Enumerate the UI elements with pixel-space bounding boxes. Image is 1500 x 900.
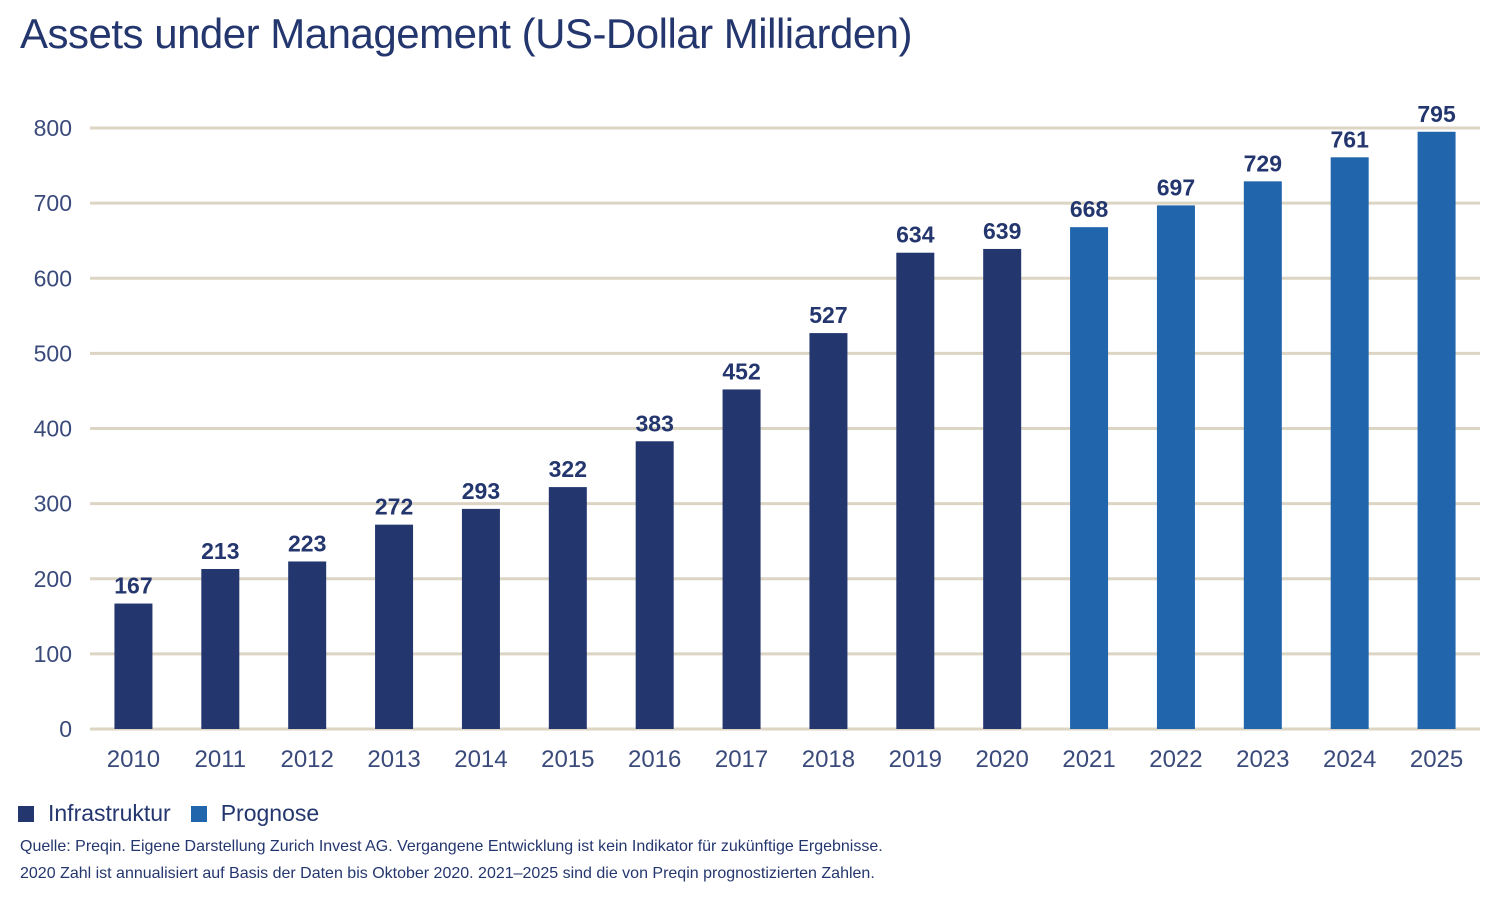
- y-tick-label: 100: [34, 641, 72, 667]
- legend-item-infrastruktur: Infrastruktur: [18, 800, 171, 827]
- bar-infrastruktur-2016: [635, 441, 674, 729]
- x-tick-label-2018: 2018: [802, 746, 855, 773]
- x-tick-label-2016: 2016: [628, 746, 681, 773]
- value-label-2023: 729: [1244, 150, 1282, 176]
- x-tick-label-2012: 2012: [280, 746, 333, 773]
- bars: [114, 131, 1456, 730]
- value-label-2022: 697: [1157, 174, 1195, 200]
- value-label-2010: 167: [114, 573, 152, 599]
- value-label-2015: 322: [549, 456, 587, 482]
- value-labels: 167 213 223 272 293 322 383 452 527 634 639 668 697 7…: [114, 101, 1456, 599]
- value-label-2018: 527: [809, 302, 847, 328]
- footnote: 2020 Zahl ist annualisiert auf Basis der…: [20, 865, 875, 882]
- chart-title: Assets under Management (US-Dollar Milli…: [20, 10, 913, 57]
- bar-prognose-2022: [1156, 205, 1195, 729]
- legend: Infrastruktur Prognose: [18, 800, 339, 827]
- x-tick-label-2015: 2015: [541, 746, 594, 773]
- x-tick-label-2013: 2013: [367, 746, 420, 773]
- value-label-2012: 223: [288, 530, 326, 556]
- y-tick-label: 200: [34, 566, 72, 592]
- bar-infrastruktur-2017: [722, 389, 761, 729]
- bar-infrastruktur-2013: [375, 524, 414, 729]
- bar-prognose-2025: [1417, 131, 1456, 730]
- x-tick-label-2014: 2014: [454, 746, 507, 773]
- bar-infrastruktur-2019: [896, 252, 935, 729]
- bar-infrastruktur-2011: [201, 568, 240, 729]
- x-tick-label-2017: 2017: [715, 746, 768, 773]
- bar-infrastruktur-2015: [548, 487, 587, 729]
- x-tick-label-2024: 2024: [1323, 746, 1376, 773]
- y-tick-label: 300: [34, 491, 72, 517]
- legend-label-infrastruktur: Infrastruktur: [48, 800, 171, 826]
- value-label-2021: 668: [1070, 196, 1109, 222]
- y-tick-label: 700: [34, 190, 72, 216]
- x-tick-label-2019: 2019: [889, 746, 942, 773]
- value-label-2025: 795: [1417, 101, 1456, 127]
- value-label-2024: 761: [1331, 126, 1370, 152]
- y-tick-label: 800: [34, 115, 72, 141]
- value-label-2011: 213: [201, 538, 239, 564]
- bar-infrastruktur-2014: [461, 508, 500, 729]
- value-label-2017: 452: [722, 358, 760, 384]
- bar-chart: 0 100 200 300 400 500 600 700 800 167 213 223 272 29…: [34, 101, 1480, 773]
- y-tick-label: 500: [34, 340, 72, 366]
- y-tick-label: 400: [34, 416, 72, 442]
- bar-infrastruktur-2010: [114, 603, 153, 729]
- x-tick-label-2021: 2021: [1062, 746, 1115, 773]
- x-tick-label-2022: 2022: [1149, 746, 1202, 773]
- bar-prognose-2024: [1330, 157, 1369, 729]
- bar-infrastruktur-2012: [288, 561, 327, 729]
- y-axis: 0 100 200 300 400 500 600 700 800: [34, 115, 72, 742]
- value-label-2016: 383: [636, 410, 674, 436]
- x-axis: 2010 2011 2012 2013 2014 2015 2016 2017 2018 2019…: [107, 746, 1464, 773]
- x-tick-label-2010: 2010: [107, 746, 160, 773]
- bar-prognose-2023: [1243, 181, 1282, 729]
- value-label-2014: 293: [462, 478, 500, 504]
- x-tick-label-2020: 2020: [975, 746, 1028, 773]
- value-label-2013: 272: [375, 494, 413, 520]
- source-note: Quelle: Preqin. Eigene Darstellung Zuric…: [20, 838, 883, 855]
- legend-label-prognose: Prognose: [220, 800, 320, 826]
- legend-item-prognose: Prognose: [190, 800, 320, 827]
- legend-swatch-prognose: [190, 805, 207, 822]
- y-tick-label: 600: [34, 265, 72, 291]
- y-tick-label: 0: [59, 716, 72, 742]
- legend-swatch-infrastruktur: [18, 805, 34, 822]
- x-tick-label-2025: 2025: [1410, 746, 1463, 773]
- bar-prognose-2021: [1070, 227, 1109, 730]
- x-tick-label-2011: 2011: [195, 746, 247, 773]
- bar-infrastruktur-2020: [983, 248, 1022, 730]
- bar-infrastruktur-2018: [809, 333, 848, 729]
- value-label-2020: 639: [983, 218, 1021, 244]
- value-label-2019: 634: [896, 222, 935, 248]
- x-tick-label-2023: 2023: [1236, 746, 1289, 773]
